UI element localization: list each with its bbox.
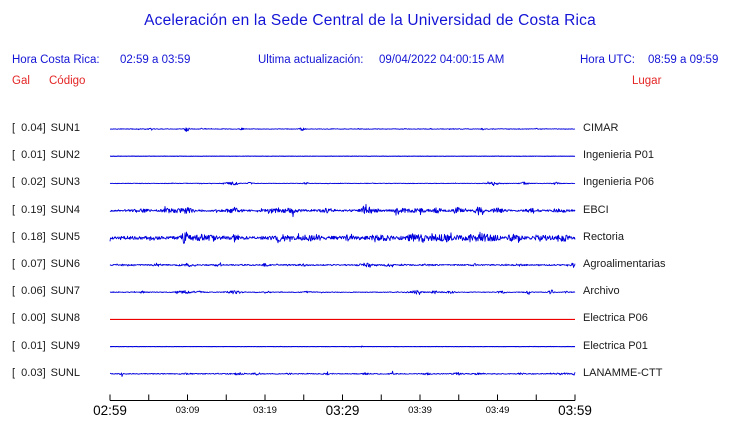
waveform-trace-SUN4: [109, 203, 576, 218]
axis-tick-label: 03:19: [253, 405, 277, 416]
channel-gal-code-label: [ 0.19] SUN4: [12, 203, 80, 216]
axis-tick-label: 03:39: [408, 405, 432, 416]
waveform-trace-SUN6: [109, 262, 576, 268]
axis-tick-label: 02:59: [93, 403, 127, 418]
channel-gal-code-label: [ 0.02] SUN3: [12, 176, 80, 189]
axis-tick-label: 03:49: [485, 405, 510, 416]
last-update-value: 09/04/2022 04:00:15 AM: [379, 54, 505, 66]
channel-location-label: Electrica P01: [583, 339, 648, 352]
column-header-codigo: Código: [49, 75, 86, 87]
channel-location-label: Electrica P06: [583, 312, 648, 325]
axis-tick-label: 03:29: [325, 403, 360, 418]
waveform-trace-SUNL: [109, 370, 576, 377]
waveform-trace-SUN5: [109, 231, 576, 244]
column-header-gal: Gal: [12, 75, 30, 87]
channel-location-label: Rectoria: [583, 230, 624, 243]
waveform-trace-SUN2: [109, 155, 576, 157]
channel-location-label: LANAMME-CTT: [583, 366, 663, 379]
axis-tick-label: 03:59: [558, 403, 592, 418]
channel-location-label: Ingenieria P06: [583, 176, 654, 189]
channel-gal-code-label: [ 0.03] SUNL: [12, 366, 80, 379]
local-time-label: Hora Costa Rica:: [12, 54, 100, 66]
channel-location-label: EBCI: [583, 203, 609, 216]
channel-gal-code-label: [ 0.04] SUN1: [12, 122, 80, 134]
utc-time-label: Hora UTC:: [580, 54, 635, 66]
column-header-lugar: Lugar: [632, 75, 662, 87]
channel-gal-code-label: [ 0.18] SUN5: [12, 230, 80, 243]
waveform-trace-SUN1: [109, 127, 576, 132]
waveform-trace-SUN9: [109, 345, 576, 348]
axis-tick-label: 03:09: [175, 405, 200, 416]
channel-gal-code-label: [ 0.01] SUN9: [12, 339, 80, 352]
utc-time-value: 08:59 a 09:59: [648, 54, 719, 66]
channel-location-label: CIMAR: [583, 122, 619, 134]
channel-location-label: Ingenieria P01: [583, 149, 654, 162]
channel-location-label: Archivo: [583, 285, 620, 298]
last-update-label: Ultima actualización:: [258, 54, 364, 66]
channel-gal-code-label: [ 0.01] SUN2: [12, 149, 80, 162]
waveform-trace-SUN3: [109, 181, 576, 187]
channel-gal-code-label: [ 0.00] SUN8: [12, 312, 80, 325]
channel-gal-code-label: [ 0.06] SUN7: [12, 285, 80, 298]
page-title: Aceleración en la Sede Central de la Uni…: [144, 12, 596, 29]
channel-location-label: Agroalimentarias: [583, 258, 666, 270]
local-time-value: 02:59 a 03:59: [120, 54, 191, 66]
channel-gal-code-label: [ 0.07] SUN6: [12, 258, 80, 270]
waveform-trace-SUN7: [109, 289, 576, 295]
